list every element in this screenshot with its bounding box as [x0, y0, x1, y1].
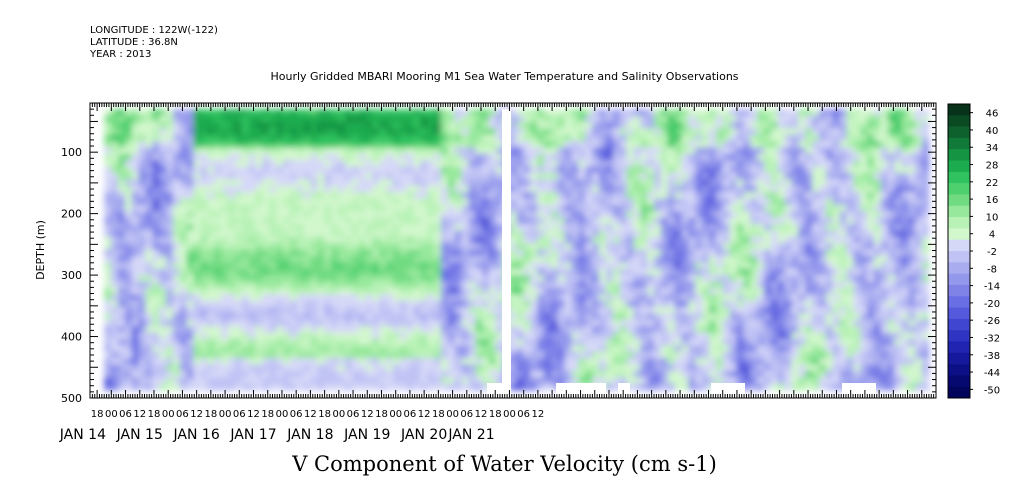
x-tick-label: 06 [119, 409, 132, 420]
colorbar-swatch [948, 341, 970, 354]
x-tick-label: 12 [133, 409, 146, 420]
colorbar-label: -26 [984, 316, 1000, 327]
colorbar-swatch [948, 149, 970, 161]
y-tick-label: 100 [61, 146, 82, 159]
x-tick-label: 18 [318, 409, 331, 420]
date-label: JAN 16 [173, 427, 220, 443]
colorbar-label: 22 [986, 178, 999, 189]
x-tick-label: 18 [261, 409, 274, 420]
colorbar-swatch [948, 262, 970, 274]
x-tick-label: 00 [446, 409, 459, 420]
colorbar-swatch [948, 228, 970, 240]
x-tick-label: 06 [176, 409, 189, 420]
date-label: JAN 19 [343, 427, 390, 443]
date-label: JAN 21 [447, 427, 494, 443]
colorbar-swatch [948, 217, 970, 229]
colorbar-swatch [948, 104, 970, 116]
colorbar-swatch [948, 194, 970, 207]
x-tick-label: 06 [290, 409, 303, 420]
colorbar-swatch [948, 386, 970, 399]
date-label: JAN 15 [116, 427, 163, 443]
colorbar-label: -8 [987, 264, 997, 275]
colorbar-label: 4 [989, 230, 995, 241]
colorbar-label: 16 [986, 195, 999, 206]
x-tick-label: 18 [204, 409, 217, 420]
x-tick-label: 06 [404, 409, 417, 420]
x-tick-label: 12 [361, 409, 374, 420]
x-tick-label: 00 [219, 409, 232, 420]
date-label: JAN 18 [286, 427, 333, 443]
x-tick-label: 18 [91, 409, 104, 420]
year-label: YEAR : 2013 [90, 49, 152, 60]
date-label: JAN 20 [400, 427, 447, 443]
colorbar-swatch [948, 137, 970, 150]
colorbar: 46 40 34 28 22 16 10 4 -2 -8 -14 -20 -26 -32 -38 -44 -50 [947, 103, 1000, 399]
x-tick-label: 18 [432, 409, 445, 420]
colorbar-swatch [948, 239, 970, 252]
colorbar-label: -50 [984, 385, 1000, 396]
x-tick-label: 18 [489, 409, 502, 420]
x-tick-label: 12 [190, 409, 203, 420]
colorbar-swatch [948, 318, 970, 331]
x-tick-label: 00 [162, 409, 175, 420]
x-tick-label: 12 [247, 409, 260, 420]
x-tick-label: 06 [460, 409, 473, 420]
colorbar-swatch [948, 171, 970, 184]
colorbar-label: -2 [987, 247, 997, 258]
x-tick-label: 00 [105, 409, 118, 420]
y-axis-label: DEPTH (m) [34, 220, 47, 280]
colorbar-swatch [948, 375, 970, 387]
date-label: JAN 17 [229, 427, 276, 443]
axes: 18 00 06 12 18 00 06 12 18 00 06 12 18 00 06 12 18 00 06 12… [59, 102, 937, 443]
colorbar-label: -14 [984, 282, 1000, 293]
x-tick-label: 18 [148, 409, 161, 420]
colorbar-swatch [948, 160, 970, 173]
x-tick-label: 00 [389, 409, 402, 420]
colorbar-label: -32 [984, 333, 1000, 344]
x-tick-label: 06 [347, 409, 360, 420]
colorbar-swatch [948, 352, 970, 365]
y-tick-label: 200 [61, 208, 82, 221]
x-axis-label: V Component of Water Velocity (cm s-1) [292, 452, 717, 476]
x-tick-label: 06 [233, 409, 246, 420]
x-tick-label: 12 [418, 409, 431, 420]
colorbar-label: -38 [984, 351, 1000, 362]
x-tick-label: 12 [532, 409, 545, 420]
colorbar-swatch [948, 296, 970, 308]
colorbar-label: 34 [986, 143, 999, 154]
y-tick-label: 500 [61, 392, 82, 405]
longitude-label: LONGITUDE : 122W(-122) [90, 25, 218, 36]
colorbar-swatch [948, 183, 970, 195]
colorbar-label: 46 [986, 109, 999, 120]
colorbar-swatch [948, 205, 970, 218]
colorbar-label: 28 [986, 161, 999, 172]
x-tick-label: 18 [375, 409, 388, 420]
colorbar-swatch [948, 307, 970, 320]
y-tick-label: 300 [61, 269, 82, 282]
latitude-label: LATITUDE : 36.8N [90, 37, 178, 48]
x-tick-label: 12 [475, 409, 488, 420]
colorbar-swatch [948, 364, 970, 376]
colorbar-label: -44 [984, 368, 1000, 379]
x-tick-label: 00 [503, 409, 516, 420]
colorbar-swatch [948, 284, 970, 297]
colorbar-label: -20 [984, 299, 1000, 310]
x-tick-label: 06 [517, 409, 530, 420]
colorbar-label: 10 [986, 212, 999, 223]
colorbar-swatch [948, 115, 970, 127]
velocity-field [104, 109, 930, 391]
date-label: JAN 14 [59, 427, 106, 443]
x-tick-label: 00 [276, 409, 289, 420]
chart-title: Hourly Gridded MBARI Mooring M1 Sea Wate… [270, 70, 739, 83]
x-tick-label: 00 [332, 409, 345, 420]
y-tick-label: 400 [61, 331, 82, 344]
colorbar-swatch [948, 126, 970, 139]
colorbar-swatch [948, 330, 970, 342]
colorbar-label: 40 [986, 126, 999, 137]
x-tick-label: 12 [304, 409, 317, 420]
colorbar-swatch [948, 273, 970, 286]
colorbar-swatch [948, 251, 970, 263]
